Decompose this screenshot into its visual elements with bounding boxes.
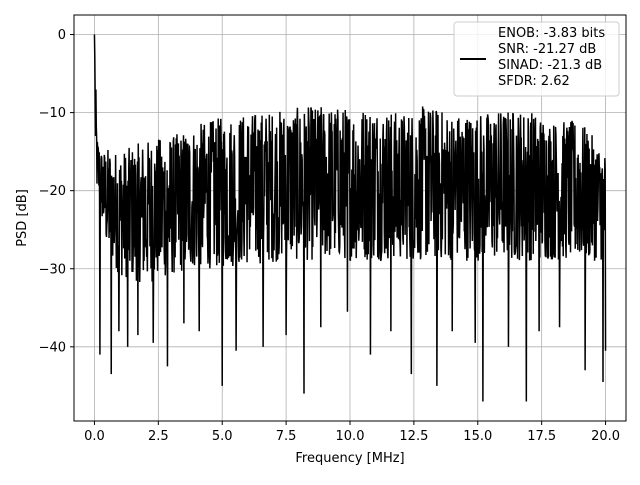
plot-area [93,34,607,402]
psd-series-line [93,34,607,402]
legend-box [453,21,620,97]
y-tick-label: −40 [39,340,66,355]
tick-layer: 0.0 2.5 5.0 7.5 10.0 12.5 15.0 17.5 20.0 0 −10 −20 −… [39,28,620,444]
x-axis-label: Frequency [MHz] [295,451,404,466]
y-tick-label: −20 [39,184,66,199]
x-tick-label: 2.5 [148,429,169,444]
x-tick-label: 10.0 [336,429,365,444]
legend-entry-line: SINAD: -21.3 dB [498,58,602,73]
x-tick-label: 0.0 [84,429,105,444]
y-tick-label: 0 [58,28,66,43]
y-tick-label: −10 [39,106,66,121]
x-tick-label: 20.0 [591,429,620,444]
x-tick-label: 17.5 [527,429,556,444]
x-tick-label: 12.5 [399,429,428,444]
legend-entry-line: ENOB: -3.83 bits [498,26,605,41]
x-tick-label: 7.5 [276,429,297,444]
x-tick-label: 5.0 [212,429,233,444]
y-axis-label: PSD [dB] [15,189,30,247]
x-tick-label: 15.0 [463,429,492,444]
legend-entry-line: SNR: -21.27 dB [498,42,596,57]
legend-entry-line: SFDR: 2.62 [498,74,570,89]
y-tick-label: −30 [39,262,66,277]
